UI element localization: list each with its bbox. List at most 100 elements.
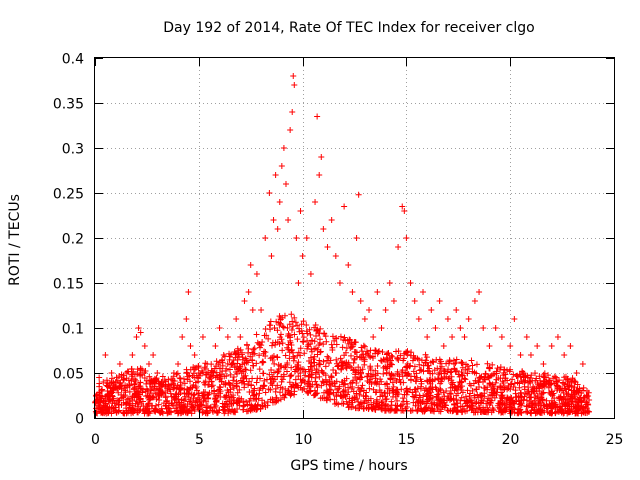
data-point-cloud — [271, 376, 278, 383]
data-point-cloud — [314, 326, 321, 333]
data-point-cloud — [252, 402, 259, 409]
data-point-cloud — [286, 321, 293, 328]
data-point-cloud — [316, 360, 323, 367]
y-tick-label: 0.2 — [62, 232, 84, 248]
data-point-cloud — [283, 368, 290, 375]
data-point-cloud — [471, 369, 478, 376]
data-point-cloud — [357, 367, 364, 374]
data-point-cloud — [504, 377, 511, 384]
data-point-cloud — [550, 375, 557, 382]
data-point-cloud — [372, 347, 379, 354]
data-point-cloud — [115, 389, 122, 396]
data-point-cloud — [160, 400, 167, 407]
data-point-cloud — [443, 387, 450, 394]
data-point-cloud — [431, 367, 438, 374]
data-point-cloud — [95, 405, 102, 412]
data-point — [507, 343, 514, 349]
data-point-cloud — [239, 375, 246, 382]
data-point-cloud — [178, 399, 185, 406]
data-point-cloud — [340, 388, 347, 395]
data-point-cloud — [397, 352, 404, 359]
data-point-cloud — [359, 348, 366, 355]
data-point — [349, 289, 356, 295]
data-point-cloud — [210, 408, 217, 415]
y-tick-label: 0.35 — [53, 97, 84, 113]
data-point-cloud — [299, 386, 306, 393]
x-tick-label: 10 — [295, 432, 313, 448]
data-point-cloud — [320, 341, 327, 348]
data-point-cloud — [347, 352, 354, 359]
data-point-cloud — [518, 402, 525, 409]
x-tick-label: 0 — [91, 432, 100, 448]
data-point-cloud — [305, 389, 312, 396]
data-point — [579, 361, 586, 367]
data-point — [208, 370, 215, 376]
data-point-cloud — [275, 361, 282, 368]
data-point-cloud — [369, 405, 376, 412]
data-point-cloud — [365, 397, 372, 404]
data-point-cloud — [303, 321, 310, 328]
data-point-cloud — [504, 367, 511, 374]
data-point — [307, 271, 314, 277]
data-point-cloud — [532, 370, 539, 377]
data-point — [102, 352, 109, 358]
data-point — [453, 307, 460, 313]
data-point-cloud — [203, 398, 210, 405]
data-point-cloud — [312, 321, 319, 328]
data-point-cloud — [420, 392, 427, 399]
data-point-cloud — [497, 375, 504, 382]
data-point — [374, 289, 381, 295]
data-point-cloud — [522, 391, 529, 397]
data-point-cloud — [338, 393, 345, 400]
data-point-cloud — [367, 364, 374, 371]
data-point-cloud — [121, 385, 128, 392]
data-point-cloud — [420, 368, 427, 375]
data-point-cloud — [533, 375, 540, 382]
data-point-cloud — [130, 386, 137, 393]
data-point-cloud — [288, 364, 295, 371]
data-point-cloud — [329, 333, 336, 340]
data-point-cloud — [254, 339, 261, 346]
data-point-cloud — [284, 324, 291, 331]
data-point-cloud — [292, 376, 299, 383]
data-point-cloud — [186, 398, 193, 405]
data-point-cloud — [389, 353, 396, 360]
data-point-cloud — [527, 379, 534, 386]
data-point-cloud — [317, 348, 324, 355]
data-point-cloud — [330, 367, 337, 374]
data-point — [262, 235, 269, 241]
data-point-cloud — [337, 333, 344, 340]
data-point-cloud — [417, 405, 424, 412]
data-point-cloud — [277, 389, 284, 396]
data-point — [357, 298, 364, 304]
data-point-cloud — [136, 391, 143, 398]
data-point-cloud — [232, 409, 239, 416]
data-point-cloud — [266, 371, 273, 378]
data-point-cloud — [364, 350, 371, 357]
data-point-cloud — [182, 396, 189, 403]
plot-frame — [94, 57, 615, 419]
data-point-cloud — [437, 387, 444, 394]
data-point-cloud — [188, 403, 195, 410]
data-point — [498, 334, 505, 340]
data-point-cloud — [473, 361, 480, 368]
data-point-cloud — [149, 402, 156, 409]
data-point-cloud — [111, 404, 118, 411]
data-point-cloud — [253, 395, 260, 402]
data-point-cloud — [458, 359, 465, 366]
data-point-cloud — [146, 373, 153, 380]
data-point — [411, 298, 418, 304]
data-point — [224, 334, 231, 340]
data-point-cloud — [572, 403, 579, 410]
data-point-cloud — [424, 396, 431, 403]
data-point-cloud — [120, 377, 127, 384]
data-point-cloud — [381, 389, 388, 396]
data-point-cloud — [109, 389, 116, 396]
y-axis-label: ROTI / TECUs — [7, 194, 23, 286]
data-point-cloud — [410, 393, 417, 400]
data-point-cloud — [282, 352, 289, 359]
data-point-cloud — [356, 373, 363, 380]
data-point-cloud — [282, 385, 289, 392]
data-point-cloud — [269, 342, 276, 349]
data-point — [272, 172, 279, 178]
